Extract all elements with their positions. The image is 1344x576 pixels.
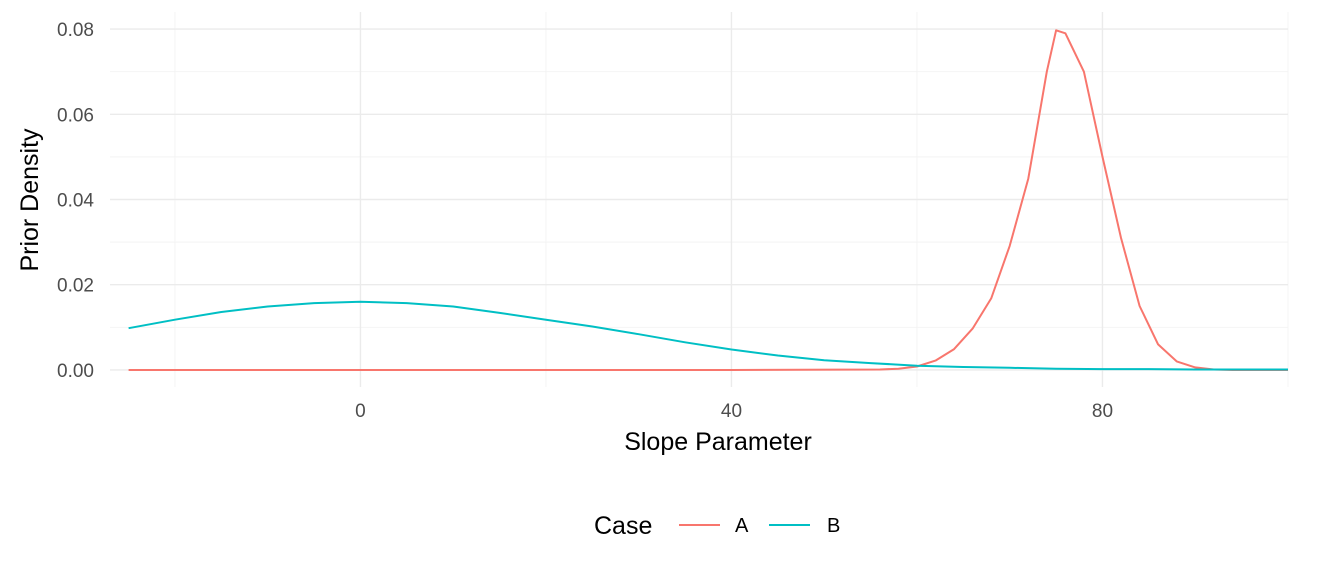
legend-label-a: A [735, 515, 749, 537]
series-lines [128, 29, 1288, 371]
y-tick-label: 0.02 [57, 276, 94, 297]
y-tick-label: 0.08 [57, 20, 94, 41]
x-axis-title: Slope Parameter [624, 428, 812, 456]
y-tick-label: 0.06 [57, 105, 94, 126]
x-tick-label: 40 [721, 401, 742, 422]
legend: Case A B [594, 512, 840, 540]
x-tick-label: 0 [355, 401, 366, 422]
legend-title: Case [594, 512, 652, 540]
minor-gridlines [110, 12, 1289, 387]
series-line-b [128, 300, 1288, 371]
y-axis-tick-labels: 0.00 0.02 0.04 0.06 0.08 [57, 20, 94, 382]
y-axis-title: Prior Density [16, 128, 44, 272]
legend-label-b: B [827, 515, 840, 537]
x-tick-label: 80 [1092, 401, 1113, 422]
y-tick-label: 0.04 [57, 191, 94, 212]
x-axis-tick-labels: 0 40 80 [355, 401, 1113, 422]
y-tick-label: 0.00 [57, 361, 94, 382]
series-line-a [128, 29, 1288, 371]
